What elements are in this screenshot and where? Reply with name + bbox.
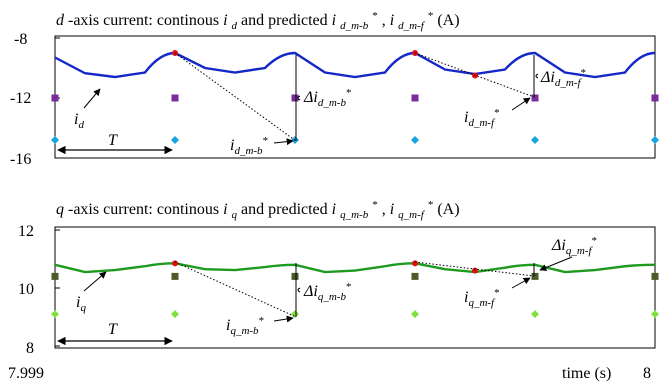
panel2-iq-label: iq [76, 294, 86, 314]
panel1-cyan-diamonds-marker-4 [531, 136, 539, 144]
panel2-title-star2: * [428, 199, 434, 211]
panel2-red-dots-marker-1 [412, 260, 418, 267]
panel2-title-sub-q: q [232, 209, 238, 221]
panel1-title-i: i [223, 12, 227, 29]
panel1-title-star2: * [428, 10, 434, 22]
panel2-red-dots-marker-2 [472, 267, 478, 274]
panel1-title-d: d [56, 12, 65, 29]
panel2-ytick-label-0: 12 [18, 223, 34, 240]
panel1-title-unit: (A) [437, 12, 459, 29]
panel2-series-line-0 [54, 262, 656, 274]
xaxis-start-label: 7.999 [8, 365, 44, 382]
panel2-ytick-label-1: 10 [18, 281, 34, 298]
panel1-title-comma: , [382, 12, 390, 29]
panel1-dotted-line-b [174, 52, 297, 142]
panel2-title-i: i [223, 201, 227, 218]
panel2-green-diamonds-marker-2 [291, 310, 299, 319]
panel1-dotted-line-f [414, 52, 535, 98]
panel1-pred-f-pointer [511, 97, 531, 111]
panel2-ytick-label-2: 8 [26, 340, 34, 357]
panel2-period-label: T [108, 321, 118, 338]
panel1-cyan-diamonds-marker-3 [411, 136, 419, 144]
panel2-title-i3: i [390, 201, 394, 218]
panel2-green-diamonds-marker-5 [651, 310, 659, 319]
panel2-title-star1: * [372, 199, 378, 211]
panel2-title: q -axis current: continous i q and predi… [56, 195, 460, 222]
panel1-delta-f-brace [535, 73, 539, 79]
panel1-title-sub-dmf: d_m-f [398, 20, 426, 32]
panel1-title-i2: i [332, 12, 336, 29]
panel2-green-diamonds-marker-1 [171, 310, 179, 319]
panel1-pred-b-label: id_m-b* [230, 135, 268, 157]
panel2-iq-pointer [83, 271, 107, 292]
panel2-delta-b-brace [297, 287, 301, 293]
panel2-olive-squares-marker-0 [51, 272, 59, 280]
panel2-title-text2: and predicted [241, 201, 332, 218]
panel1-purple-squares-marker-1 [171, 94, 179, 102]
panel2-title-unit: (A) [437, 201, 459, 218]
panel2-dotted-line-f [414, 261, 535, 277]
panel2-pred-b-pointer [273, 315, 294, 323]
panel2-green-diamonds-marker-4 [531, 310, 539, 319]
panel1-delta-f-label: Δid_m-f* [540, 67, 586, 89]
panel2-dotted-line-b [174, 261, 297, 318]
xaxis-title: time (s) [562, 365, 611, 382]
panel2-pred-f-pointer [511, 277, 531, 289]
panel1-delta-b-label: Δid_m-b* [303, 87, 351, 109]
panel1-title-star1: * [372, 10, 378, 22]
panel2-series-group [54, 262, 656, 274]
panel2-delta-f-label: Δiq_m-f* [551, 235, 597, 257]
panel1-cyan-diamonds-marker-1 [171, 136, 179, 144]
panel1-title-text2: and predicted [241, 12, 332, 29]
panel2-red-dots-marker-0 [172, 260, 178, 267]
panel2-title-comma: , [382, 201, 390, 218]
xaxis-end-label: 8 [643, 365, 651, 382]
panel1-title-text: -axis current: continous [68, 12, 223, 29]
panel2-pred-b-label: iq_m-b* [226, 315, 264, 337]
panel2-title-i2: i [332, 201, 336, 218]
panel2-delta-b-label: Δiq_m-b* [303, 281, 351, 303]
panel1-cyan-diamonds-marker-5 [651, 136, 659, 144]
panel1-ytick-label-2: -16 [10, 151, 31, 168]
panel1-purple-squares-marker-4 [531, 94, 539, 102]
panel2-olive-squares-marker-1 [171, 272, 179, 280]
panel2-delta-f-pointer [539, 256, 573, 271]
panel2-title-sub-qmf: q_m-f [398, 209, 426, 221]
panel1-pred-f-label: id_m-f* [464, 107, 500, 129]
panel2-green-diamonds-marker-0 [51, 310, 59, 319]
panel1-purple-squares-marker-5 [651, 94, 659, 102]
panel1-title-sub-dmb: d_m-b [340, 20, 369, 32]
panel2-olive-squares-marker-2 [291, 272, 299, 280]
panel2-title-sub-qmb: q_m-b [340, 209, 369, 221]
panel1-series-group [54, 51, 656, 79]
panel1-purple-squares-marker-2 [291, 94, 299, 102]
panel1-series-line-0 [54, 51, 656, 79]
panel2-title-q: q [56, 201, 64, 218]
panel1-title: d -axis current: continous i d and predi… [56, 6, 460, 33]
panel2-pred-f-label: iq_m-f* [464, 287, 500, 309]
panel2-markers-group [51, 260, 659, 319]
panel2-title-text: -axis current: continous [68, 201, 223, 218]
panel1-cyan-diamonds-marker-0 [51, 136, 59, 144]
panel1-id-pointer [83, 88, 101, 109]
panel1-purple-squares-marker-0 [51, 94, 59, 102]
panel2-olive-squares-marker-5 [651, 272, 659, 280]
panel2-green-diamonds-marker-3 [411, 310, 419, 319]
panel1-markers-group [51, 50, 659, 144]
panel1-pred-b-pointer [273, 138, 294, 146]
panel2-olive-squares-marker-4 [531, 272, 539, 280]
panel1-period-label: T [108, 132, 118, 149]
panel1-title-i3: i [390, 12, 394, 29]
panel1-ytick-label-0: -8 [14, 31, 27, 48]
panel2-olive-squares-marker-3 [411, 272, 419, 280]
panel1-ytick-label-1: -12 [10, 90, 31, 107]
panel1-id-label: id [74, 111, 84, 131]
panel1-purple-squares-marker-3 [411, 94, 419, 102]
panel1-frame [54, 35, 656, 159]
panel1-delta-b-brace [297, 95, 301, 101]
panel1-title-sub-d: d [232, 20, 238, 32]
